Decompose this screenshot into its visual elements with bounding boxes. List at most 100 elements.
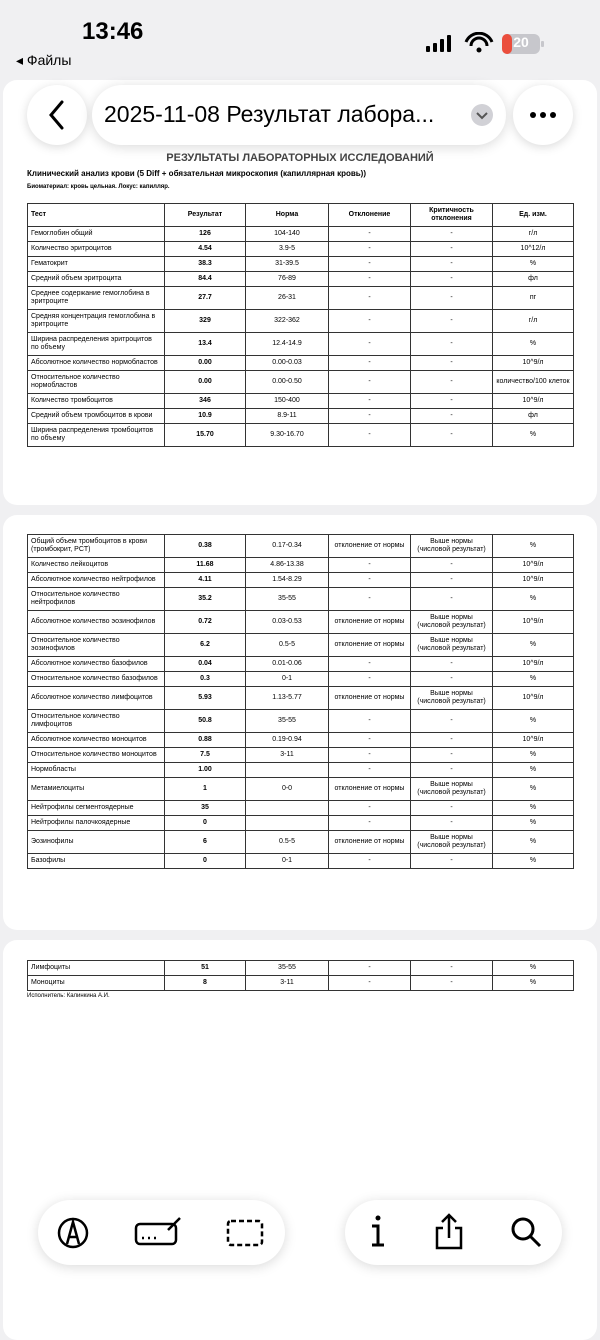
cell: -	[328, 800, 411, 816]
more-button[interactable]	[513, 85, 573, 145]
cell: -	[328, 572, 411, 588]
cell: 0.01-0.06	[245, 656, 329, 672]
cell: -	[410, 271, 493, 287]
results-table: Общий объем тромбоцитов в крови (тромбок…	[27, 534, 574, 869]
cell: -	[410, 393, 493, 409]
result-row: Среднее содержание гемоглобина в эритроц…	[27, 286, 574, 310]
cell: 4.54	[164, 241, 246, 257]
cell: -	[410, 975, 493, 991]
cell: Количество эритроцитов	[27, 241, 165, 257]
cell: пг	[492, 286, 574, 310]
cell: -	[328, 256, 411, 272]
back-label[interactable]: Файлы	[26, 52, 72, 68]
cell: Абсолютное количество нейтрофилов	[27, 572, 165, 588]
cell: 10^12/л	[492, 241, 574, 257]
cell: %	[492, 853, 574, 869]
cell: -	[328, 355, 411, 371]
cell: 10^9/л	[492, 610, 574, 634]
cell: 8	[164, 975, 246, 991]
document-subtitle: Клинический анализ крови (5 Diff + обяза…	[27, 169, 367, 178]
back-to-app[interactable]: ◂ Файлы	[16, 52, 72, 68]
cell: 0	[164, 853, 246, 869]
cell: 1.00	[164, 762, 246, 778]
title-pill[interactable]: 2025-11-08 Результат лабора...	[92, 85, 506, 145]
cell: Выше нормы (числовой результат)	[410, 830, 493, 854]
cell: 76-89	[245, 271, 329, 287]
cell: 10^9/л	[492, 355, 574, 371]
cell: 35-55	[245, 960, 329, 976]
cell: -	[410, 671, 493, 687]
cell: отклонение от нормы	[328, 830, 411, 854]
cell: -	[328, 975, 411, 991]
cell: 329	[164, 309, 246, 333]
cell: Моноциты	[27, 975, 165, 991]
cell: -	[410, 370, 493, 394]
title-chevron[interactable]	[471, 104, 493, 126]
cell: 0.19-0.94	[245, 732, 329, 748]
cell: %	[492, 332, 574, 356]
cell: -	[410, 853, 493, 869]
cell: 3-11	[245, 747, 329, 763]
cell: 51	[164, 960, 246, 976]
result-row: Количество тромбоцитов 346 150-400- -10^9/л	[27, 393, 574, 409]
cell: 4.11	[164, 572, 246, 588]
cell: Нормобласты	[27, 762, 165, 778]
cell	[245, 762, 329, 778]
cell: -	[410, 747, 493, 763]
result-row: Средняя концентрация гемоглобина в эритр…	[27, 309, 574, 333]
cell: Выше нормы (числовой результат)	[410, 686, 493, 710]
cell: -	[328, 370, 411, 394]
result-row: Относительное количество базофилов 0.3 0-1…	[27, 671, 574, 687]
toolbar-icons[interactable]	[345, 1200, 562, 1265]
result-row: Эозинофилы 6 0.5-5 отклонение от нормы Выше …	[27, 830, 574, 854]
cell: 0-1	[245, 671, 329, 687]
result-row: Гематокрит 38.3 31-39.5- -%	[27, 256, 574, 272]
column-header: Тест	[27, 203, 165, 227]
result-row: Относительное количество нейтрофилов 35.2…	[27, 587, 574, 611]
cell: 10^9/л	[492, 572, 574, 588]
toolbar-icons[interactable]	[38, 1200, 285, 1265]
cell: 0.17-0.34	[245, 534, 329, 558]
cell: 0-1	[245, 853, 329, 869]
cell: -	[410, 423, 493, 447]
result-row: Абсолютное количество лимфоцитов 5.93 1.13…	[27, 686, 574, 710]
result-row: Абсолютное количество моноцитов 0.88 0.19-…	[27, 732, 574, 748]
cell: 5.93	[164, 686, 246, 710]
cell: -	[410, 226, 493, 242]
cell: Нейтрофилы сегментоядерные	[27, 800, 165, 816]
result-row: Абсолютное количество эозинофилов 0.72 0.0…	[27, 610, 574, 634]
cell: 0.5-5	[245, 633, 329, 657]
cell: 35-55	[245, 587, 329, 611]
cell: 0.5-5	[245, 830, 329, 854]
cell: 0.00	[164, 355, 246, 371]
result-row: Средний объем тромбоцитов в крови 10.9 8.9…	[27, 408, 574, 424]
column-header: Норма	[245, 203, 329, 227]
result-row: Общий объем тромбоцитов в крови (тромбок…	[27, 534, 574, 558]
cell: %	[492, 256, 574, 272]
result-row: Нейтрофилы палочкоядерные 0 - -%	[27, 815, 574, 831]
result-row: Относительное количество лимфоцитов 50.8 3…	[27, 709, 574, 733]
cell: -	[328, 671, 411, 687]
cell: %	[492, 747, 574, 763]
markup-toolbar	[38, 1200, 285, 1265]
cell: -	[410, 408, 493, 424]
cell: 126	[164, 226, 246, 242]
back-button[interactable]	[27, 85, 87, 145]
document-name[interactable]: 2025-11-08 Результат лабора...	[104, 101, 435, 127]
cell: -	[328, 732, 411, 748]
cell: 35.2	[164, 587, 246, 611]
cell: 0.03-0.53	[245, 610, 329, 634]
cell: -	[328, 271, 411, 287]
cell: 10.9	[164, 408, 246, 424]
cell: Количество лейкоцитов	[27, 557, 165, 573]
cell: Абсолютное количество базофилов	[27, 656, 165, 672]
cell: %	[492, 587, 574, 611]
cell: -	[328, 762, 411, 778]
cell: %	[492, 671, 574, 687]
result-row: Нейтрофилы сегментоядерные 35 - -%	[27, 800, 574, 816]
cell: Количество тромбоцитов	[27, 393, 165, 409]
result-row: Нормобласты 1.00 - -%	[27, 762, 574, 778]
cell: -	[410, 960, 493, 976]
cell: -	[328, 557, 411, 573]
cell: г/л	[492, 309, 574, 333]
